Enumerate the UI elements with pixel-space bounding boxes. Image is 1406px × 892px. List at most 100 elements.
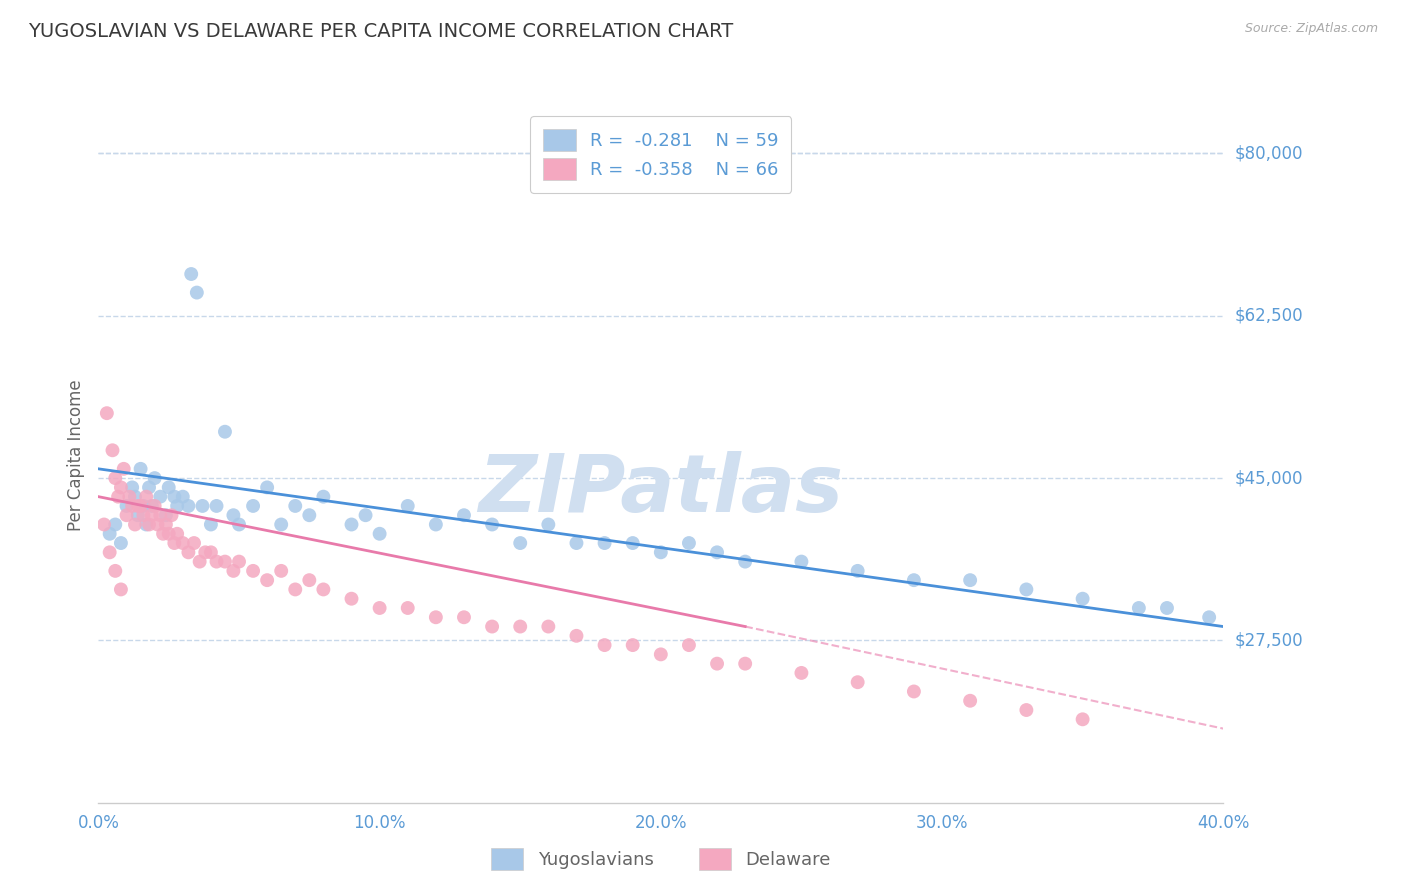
Text: Source: ZipAtlas.com: Source: ZipAtlas.com	[1244, 22, 1378, 36]
Point	[903, 684, 925, 698]
Text: $80,000: $80,000	[1234, 145, 1303, 162]
Point	[1015, 582, 1038, 597]
Point	[706, 657, 728, 671]
Point	[354, 508, 377, 523]
Point	[104, 471, 127, 485]
Point	[110, 480, 132, 494]
Point	[135, 490, 157, 504]
Point	[481, 619, 503, 633]
Point	[172, 536, 194, 550]
Point	[141, 508, 163, 523]
Point	[118, 490, 141, 504]
Text: $27,500: $27,500	[1234, 632, 1303, 649]
Point	[115, 508, 138, 523]
Point	[222, 564, 245, 578]
Point	[166, 526, 188, 541]
Point	[228, 517, 250, 532]
Point	[146, 517, 169, 532]
Point	[107, 490, 129, 504]
Point	[790, 555, 813, 569]
Point	[98, 526, 121, 541]
Point	[191, 499, 214, 513]
Point	[734, 555, 756, 569]
Point	[1071, 712, 1094, 726]
Point	[115, 499, 138, 513]
Point	[186, 285, 208, 300]
Point	[312, 490, 335, 504]
Point	[1198, 610, 1220, 624]
Point	[98, 545, 121, 559]
Point	[734, 657, 756, 671]
Text: YUGOSLAVIAN VS DELAWARE PER CAPITA INCOME CORRELATION CHART: YUGOSLAVIAN VS DELAWARE PER CAPITA INCOM…	[28, 22, 734, 41]
Point	[959, 573, 981, 587]
Point	[312, 582, 335, 597]
Point	[93, 517, 115, 532]
Point	[621, 536, 644, 550]
Point	[537, 619, 560, 633]
Point	[180, 267, 202, 281]
Point	[846, 675, 869, 690]
Point	[284, 582, 307, 597]
Point	[368, 526, 391, 541]
Point	[127, 508, 149, 523]
Point	[298, 508, 321, 523]
Point	[790, 665, 813, 680]
Point	[509, 536, 531, 550]
Point	[163, 490, 186, 504]
Point	[214, 425, 236, 439]
Point	[1128, 601, 1150, 615]
Y-axis label: Per Capita Income: Per Capita Income	[66, 379, 84, 531]
Point	[177, 499, 200, 513]
Point	[149, 508, 172, 523]
Point	[256, 480, 278, 494]
Point	[453, 610, 475, 624]
Point	[205, 499, 228, 513]
Point	[242, 499, 264, 513]
Point	[129, 499, 152, 513]
Point	[160, 508, 183, 523]
Point	[101, 443, 124, 458]
Point	[183, 536, 205, 550]
Point	[177, 545, 200, 559]
Point	[593, 638, 616, 652]
Point	[163, 536, 186, 550]
Point	[149, 490, 172, 504]
Point	[166, 499, 188, 513]
Point	[846, 564, 869, 578]
Point	[152, 526, 174, 541]
Text: $45,000: $45,000	[1234, 469, 1303, 487]
Point	[132, 499, 155, 513]
Point	[678, 638, 700, 652]
Point	[242, 564, 264, 578]
Point	[155, 508, 177, 523]
Point	[284, 499, 307, 513]
Point	[121, 480, 143, 494]
Point	[143, 499, 166, 513]
Point	[650, 648, 672, 662]
Point	[138, 517, 160, 532]
Point	[127, 499, 149, 513]
Text: ZIPatlas: ZIPatlas	[478, 450, 844, 529]
Point	[194, 545, 217, 559]
Point	[706, 545, 728, 559]
Point	[138, 480, 160, 494]
Point	[1156, 601, 1178, 615]
Legend: Yugoslavians, Delaware: Yugoslavians, Delaware	[484, 841, 838, 877]
Point	[903, 573, 925, 587]
Point	[270, 564, 292, 578]
Point	[481, 517, 503, 532]
Point	[1015, 703, 1038, 717]
Point	[621, 638, 644, 652]
Point	[1071, 591, 1094, 606]
Point	[565, 536, 588, 550]
Point	[157, 526, 180, 541]
Point	[537, 517, 560, 532]
Point	[340, 591, 363, 606]
Point	[200, 545, 222, 559]
Point	[129, 462, 152, 476]
Point	[135, 517, 157, 532]
Point	[228, 555, 250, 569]
Point	[110, 536, 132, 550]
Point	[124, 517, 146, 532]
Point	[270, 517, 292, 532]
